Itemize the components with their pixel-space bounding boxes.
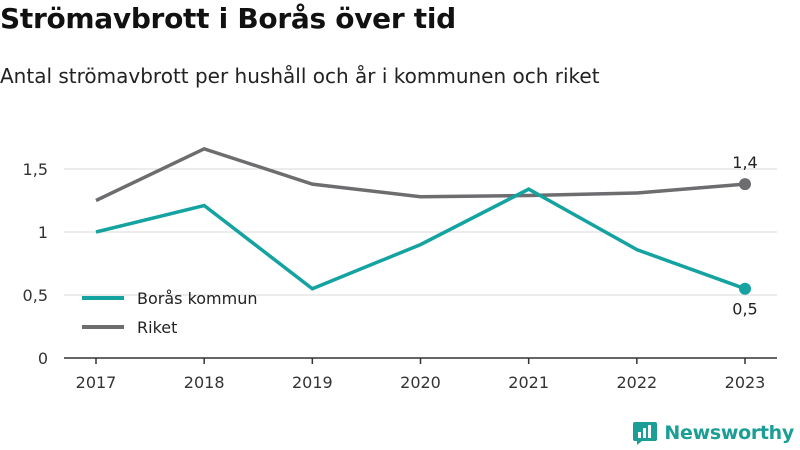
y-tick-label: 0 <box>38 349 48 368</box>
y-tick-label: 1 <box>38 223 48 242</box>
series-line-riket <box>95 146 746 203</box>
legend-label: Borås kommun <box>137 289 258 308</box>
newsworthy-logo-icon <box>633 422 658 445</box>
y-tick-label: 0,5 <box>23 286 48 305</box>
gridlines <box>64 168 777 296</box>
x-tick-label: 2017 <box>76 373 117 392</box>
newsworthy-logo: Newsworthy <box>632 420 794 446</box>
legend-label: Riket <box>137 318 177 337</box>
chart-subtitle: Antal strömavbrott per hushåll och år i … <box>0 64 600 88</box>
chart-title: Strömavbrott i Borås över tid <box>0 2 456 35</box>
end-label-borås-kommun: 0,5 <box>732 300 757 319</box>
x-tick-label: 2020 <box>400 373 441 392</box>
series-lines: 0,5 1,4 <box>95 146 758 319</box>
brand-name: Newsworthy <box>664 422 794 444</box>
y-tick-label: 1,5 <box>23 160 48 179</box>
x-tick-label: 2021 <box>508 373 549 392</box>
x-axis: 2017 2018 2019 2020 2021 2022 2023 <box>64 357 777 392</box>
series-line-borås-kommun <box>95 187 746 291</box>
x-tick-label: 2023 <box>725 373 766 392</box>
legend: Borås kommun Riket <box>82 289 258 337</box>
end-point-borås-kommun <box>739 282 751 295</box>
end-point-riket <box>739 178 751 191</box>
x-tick-label: 2019 <box>292 373 333 392</box>
end-label-riket: 1,4 <box>732 153 757 172</box>
x-tick-label: 2022 <box>616 373 657 392</box>
x-tick-label: 2018 <box>184 373 225 392</box>
y-axis: 0 0,5 1 1,5 <box>23 160 48 368</box>
